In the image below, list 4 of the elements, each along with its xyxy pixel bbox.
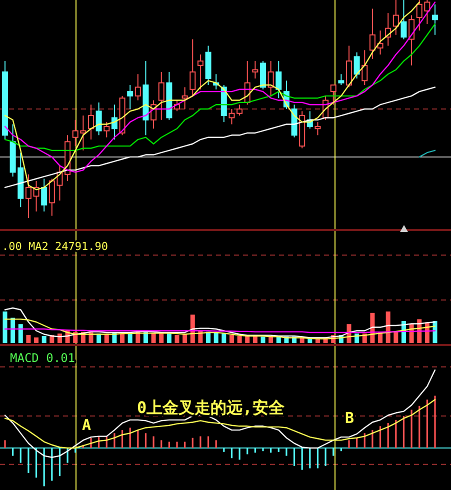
annotation: 0上金叉走的远,安全	[137, 398, 286, 417]
annotation: A	[82, 416, 92, 434]
text: MACD 0.01	[10, 351, 76, 365]
annotation: B	[345, 409, 354, 427]
